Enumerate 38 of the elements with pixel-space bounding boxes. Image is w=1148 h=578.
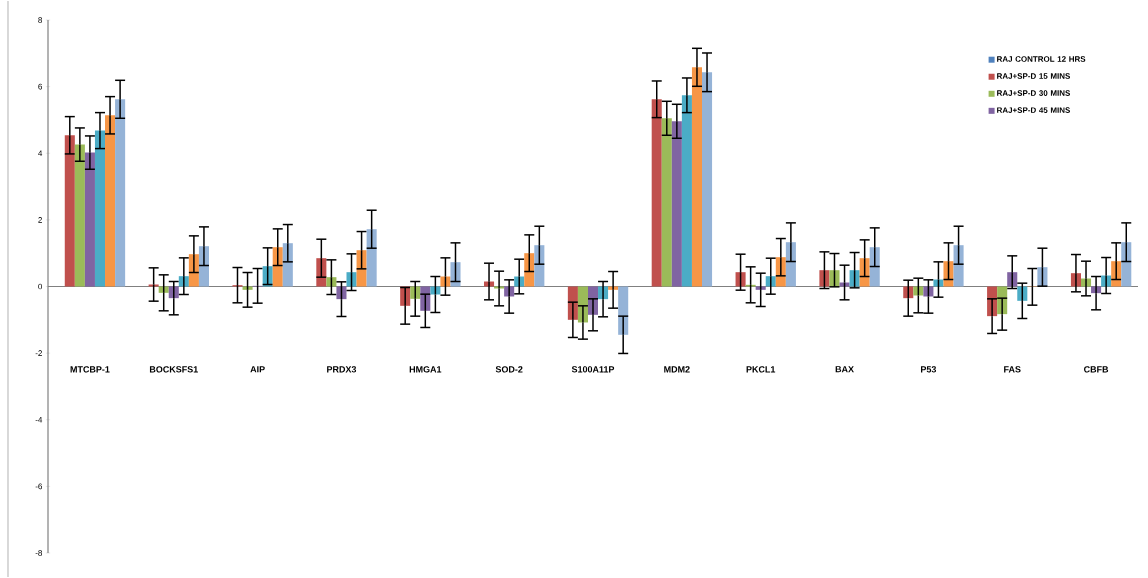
bar [94,130,106,287]
bar [84,152,95,287]
bar [953,245,964,287]
x-tick-label: P53 [921,366,937,373]
bar [105,115,116,287]
x-tick-label: MDM2 [664,366,690,373]
bar [933,279,944,287]
bar [148,284,159,287]
x-tick-label: BAX [835,366,854,373]
x-tick-label: SOD-2 [495,366,523,373]
bar [272,247,283,287]
x-tick-label: PRDX3 [327,366,357,373]
bar [346,272,357,287]
bar [735,272,746,287]
bar [366,229,377,287]
x-tick-label: FAS [1004,366,1021,373]
bar [64,135,75,287]
bar [681,95,692,287]
x-tick-label: CBFB [1084,366,1109,373]
bar [702,72,713,287]
bar [115,99,126,287]
bar [691,67,702,287]
x-tick-label: PKCL1 [746,366,776,373]
bar [430,286,441,295]
bar [534,245,545,287]
bar [661,118,672,287]
x-tick-label: MTCBP-1 [70,366,110,373]
bar [839,282,850,287]
bar [1121,242,1132,287]
bar [326,277,337,287]
bar [869,247,880,287]
bar [74,144,85,287]
x-tick-label: S100A11P [571,366,615,373]
bar [651,99,662,287]
bar [671,121,682,287]
x-tick-label: BOCKSFS1 [149,366,198,373]
x-tick-label: HMGA1 [409,366,442,373]
x-tick-label: AIP [250,366,265,373]
